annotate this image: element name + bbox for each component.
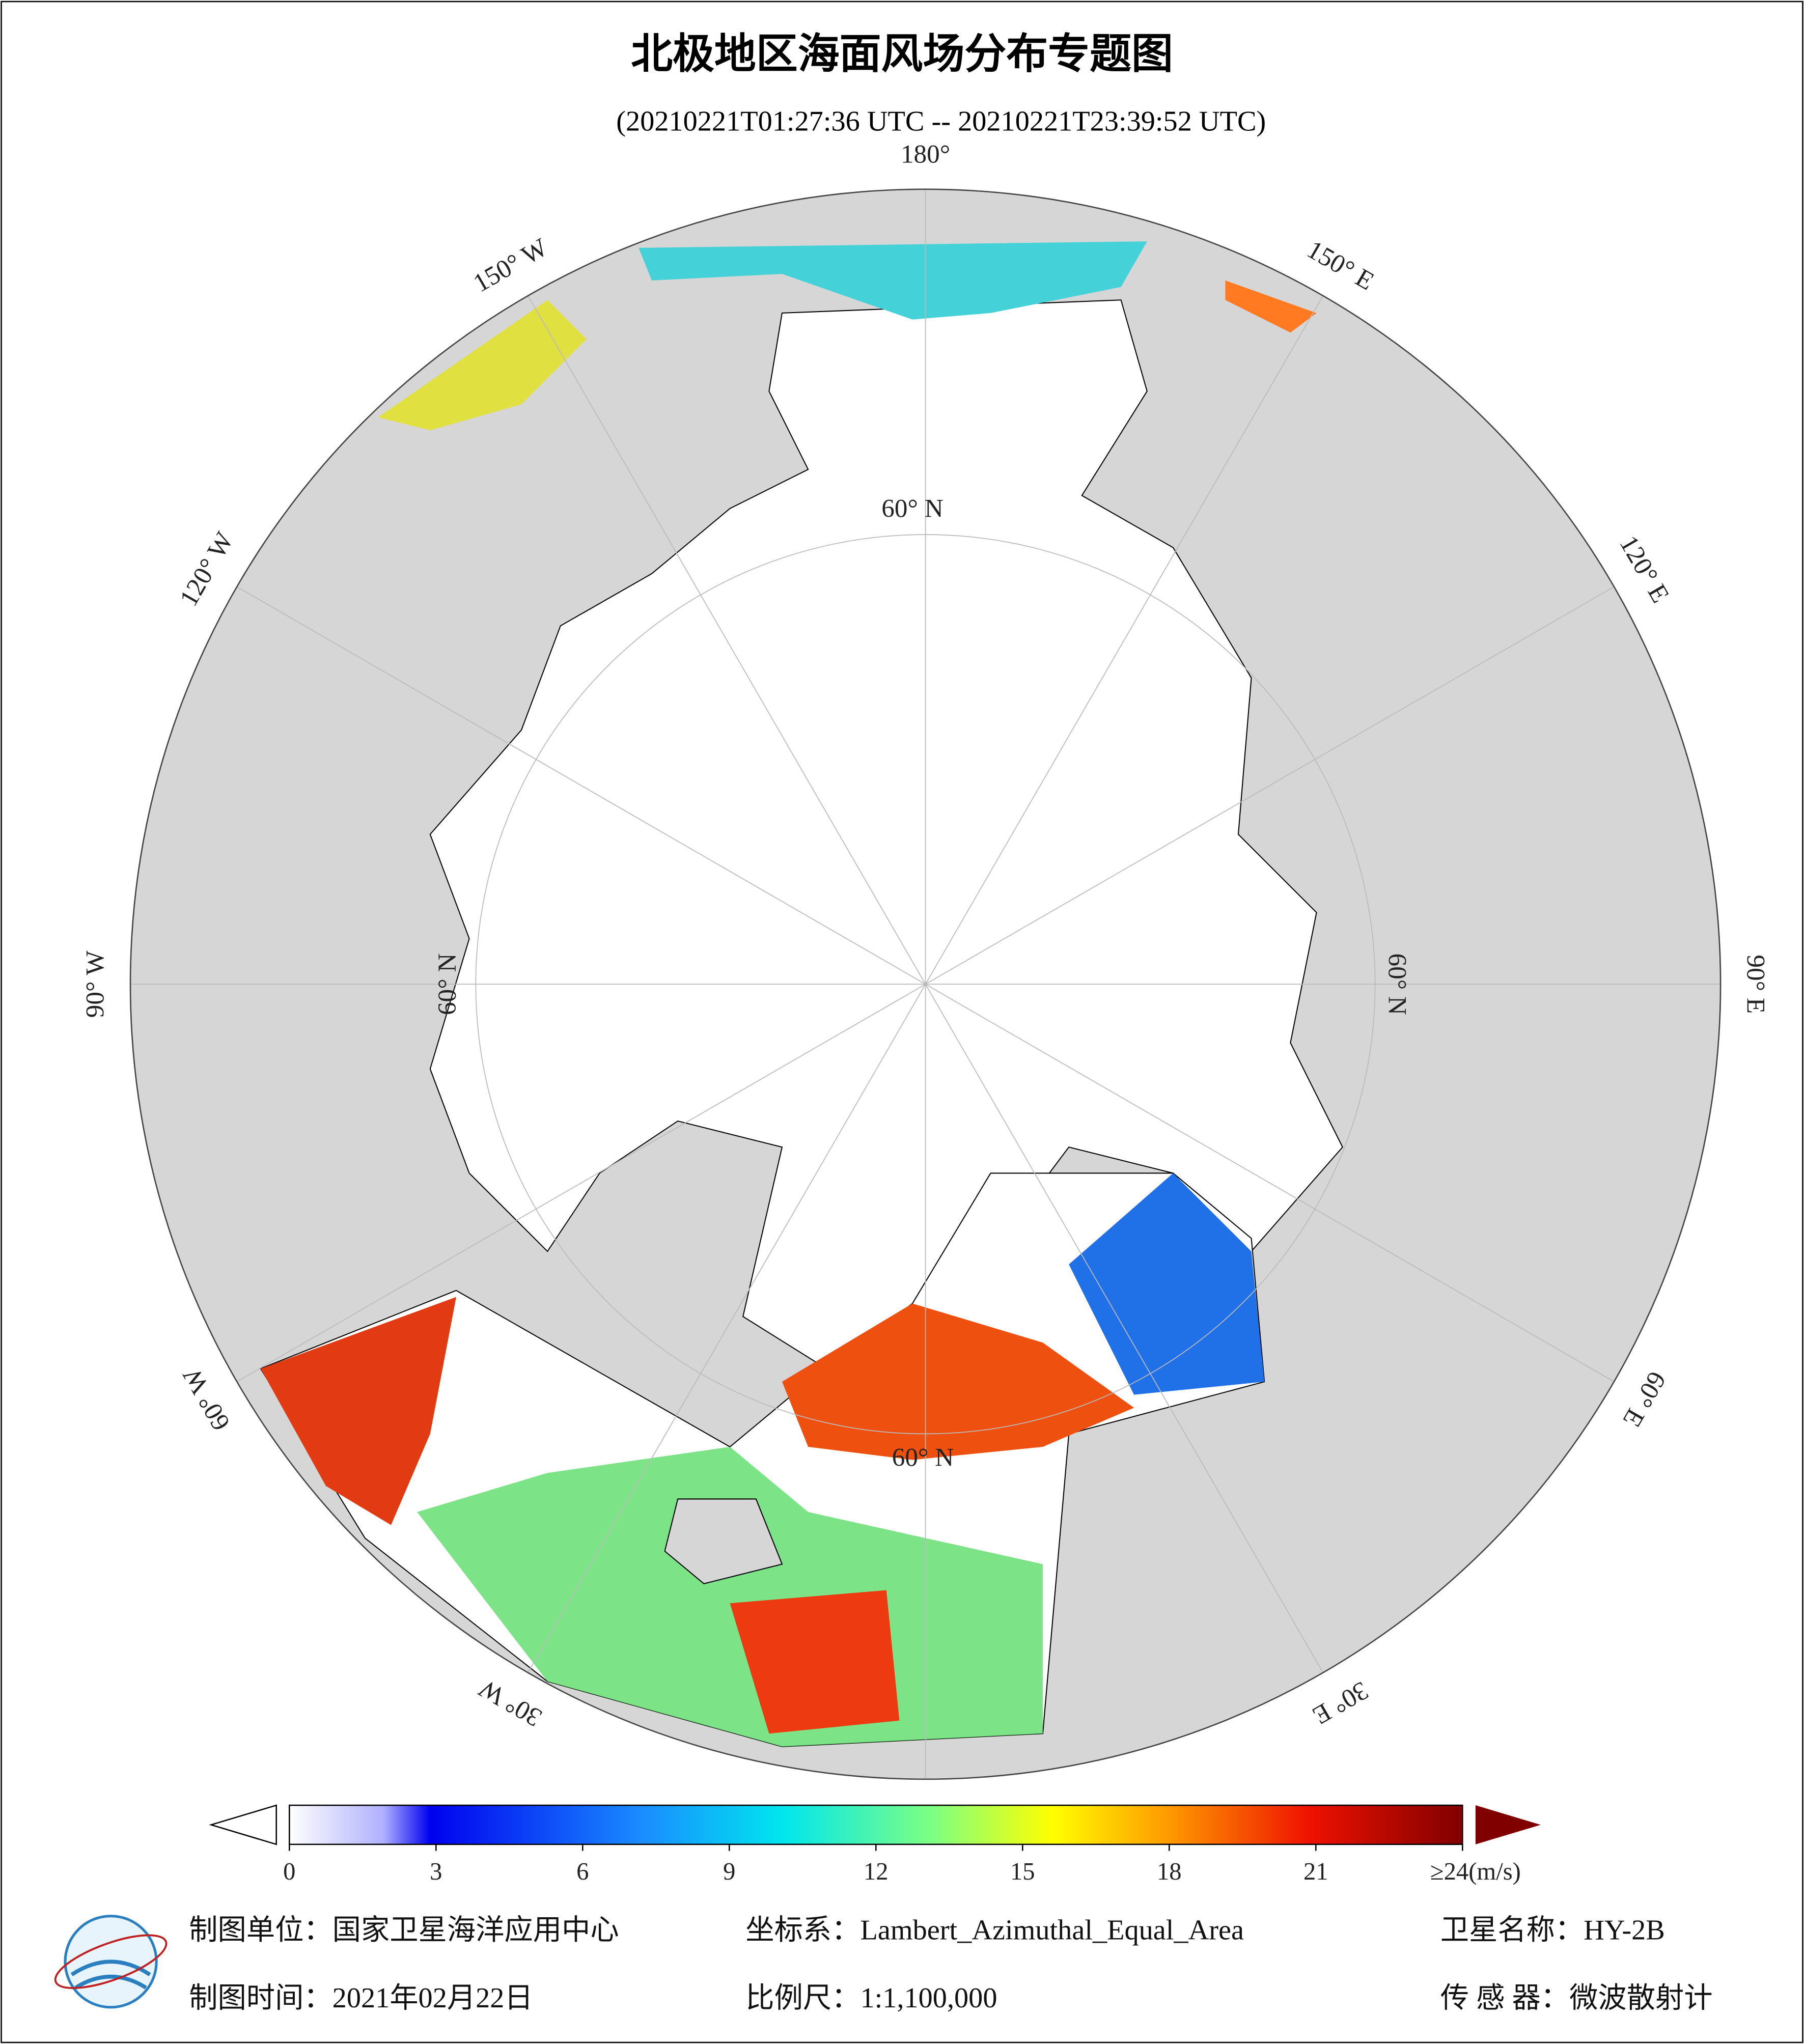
logo (54, 1915, 168, 2009)
longitude-label: 60° E (1617, 1366, 1672, 1432)
wind-field-norwegian (782, 1303, 1134, 1460)
longitude-label: 30° E (1308, 1676, 1373, 1730)
meridian (521, 284, 926, 985)
longitude-label: 30° W (474, 1673, 546, 1732)
meridian (521, 984, 926, 1685)
footer-crs: 坐标系：Lambert_Azimuthal_Equal_Area (745, 1915, 1244, 1946)
meridian (925, 579, 1626, 985)
longitude-label: 180° (901, 139, 950, 169)
footer-scale: 比例尺：1:1,100,000 (745, 1982, 997, 2014)
colorbar-tick-label: ≥24(m/s) (1430, 1858, 1521, 1885)
longitude-label: 150° E (1302, 235, 1379, 296)
colorbar-tick-label: 21 (1303, 1858, 1328, 1885)
colorbar: 0 3 6 9 12 15 18 21 ≥24(m/s) (209, 1804, 1541, 1885)
meridian (925, 284, 1330, 985)
wind-field-barents (1069, 1173, 1265, 1395)
map-border (129, 188, 1722, 1780)
footer-sensor: 传 感 器：微波散射计 (1440, 1982, 1713, 2014)
longitude-label: 60° W (177, 1362, 236, 1435)
parallel (475, 534, 1376, 1435)
colorbar-tick-label: 15 (1010, 1858, 1035, 1885)
longitude-label: 90° W (81, 950, 110, 1018)
colorbar-gradient (289, 1804, 1463, 1845)
arctic-ocean (429, 299, 1343, 1383)
latitude-label: 60° N (881, 494, 943, 523)
latitude-label: 60° N (433, 954, 462, 1015)
latitude-label: 60° N (1382, 954, 1411, 1015)
colorbar-tick-label: 12 (864, 1858, 889, 1885)
colorbar-high-arrow (1475, 1805, 1541, 1844)
subtitle: (20210221T01:27:36 UTC -- 20210221T23:39… (616, 105, 1266, 137)
wind-field-high (730, 1590, 900, 1734)
wind-field-alaska (378, 300, 587, 431)
colorbar-tick-label: 18 (1157, 1858, 1182, 1885)
longitude-label: 90° E (1741, 955, 1770, 1014)
meridian (925, 984, 1330, 1685)
wind-field-okhotsk (1225, 280, 1317, 333)
longitude-label: 120° E (1614, 531, 1675, 608)
latitude-label: 60° N (892, 1443, 954, 1472)
title: 北极地区海面风场分布专题图 (631, 31, 1173, 77)
wind-field-labrador (260, 1297, 456, 1525)
meridian (225, 984, 926, 1389)
colorbar-tick-label: 9 (723, 1858, 735, 1885)
iceland (664, 1498, 783, 1584)
logo-orbit (54, 1934, 168, 1989)
latitude-labels: 60° N 60° N 60° N 60° N (433, 494, 1411, 1472)
footer-date: 制图时间：2021年02月22日 (189, 1982, 533, 2014)
meridian (925, 984, 1626, 1389)
colorbar-low-arrow (209, 1804, 277, 1845)
wind-field-pacific (639, 241, 1147, 320)
footer-satellite: 卫星名称：HY-2B (1440, 1915, 1665, 1946)
graticule (130, 189, 1721, 1779)
footer-unit: 制图单位：国家卫星海洋应用中心 (189, 1915, 619, 1946)
colorbar-tick-label: 6 (576, 1858, 589, 1885)
colorbar-tick-label: 3 (430, 1858, 442, 1885)
meridian (225, 579, 926, 985)
map-body (130, 189, 1721, 1779)
colorbar-tick-label: 0 (283, 1858, 295, 1885)
